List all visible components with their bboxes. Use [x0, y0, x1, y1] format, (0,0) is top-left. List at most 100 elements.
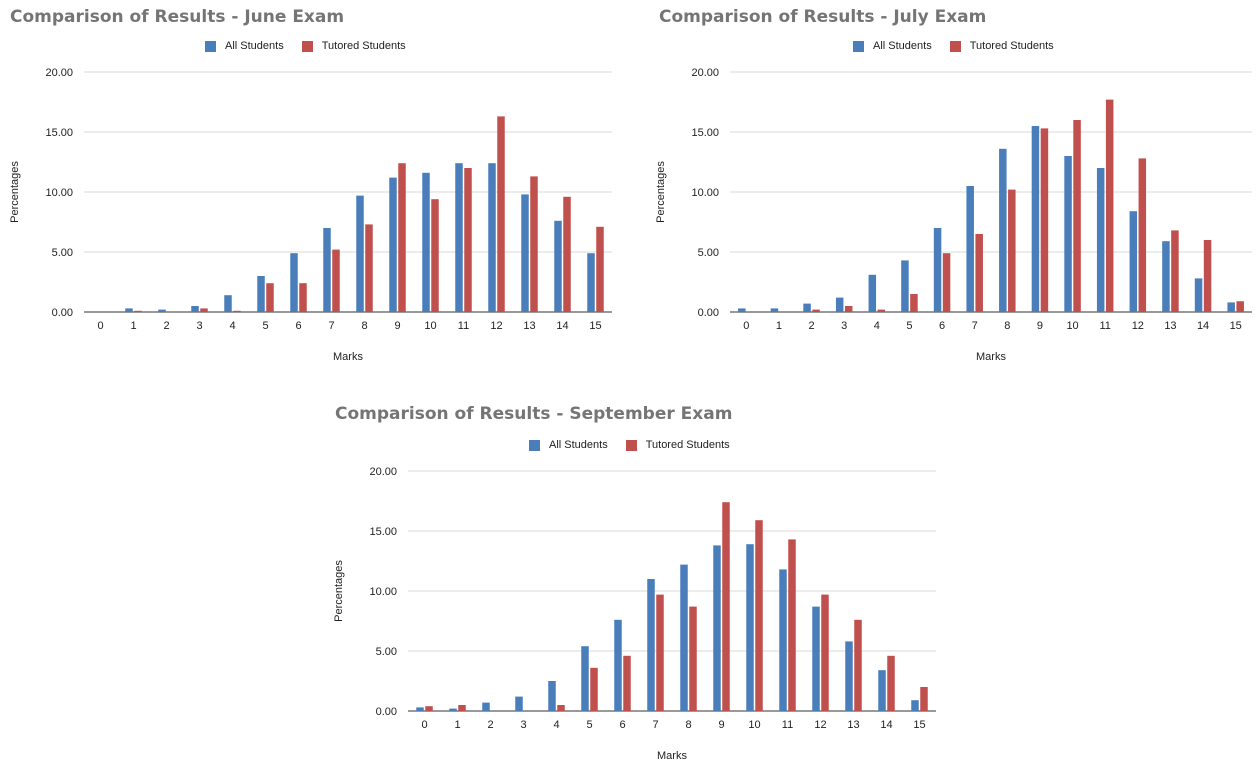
chart-title: Comparison of Results - September Exam: [335, 404, 733, 424]
bar-all-students: [323, 228, 331, 312]
bar-tutored-students: [1236, 301, 1244, 312]
x-tick-label: 7: [328, 320, 334, 332]
bar-tutored-students: [1073, 120, 1081, 312]
bar-all-students: [290, 253, 298, 312]
bar-tutored-students: [134, 310, 142, 312]
bar-all-students: [738, 308, 746, 312]
bar-tutored-students: [722, 502, 730, 711]
legend-swatch-all-students: [529, 439, 540, 451]
bar-tutored-students: [812, 309, 820, 312]
x-tick-label: 12: [490, 320, 502, 332]
bar-tutored-students: [464, 168, 472, 312]
chart-june: Comparison of Results - June Exam All St…: [0, 0, 630, 380]
bar-all-students: [966, 186, 974, 312]
bar-tutored-students: [200, 308, 208, 312]
x-tick-label: 9: [1037, 320, 1043, 332]
y-tick-label: 10.00: [45, 187, 73, 199]
y-tick-label: 0.00: [698, 307, 719, 319]
x-tick-label: 9: [718, 719, 724, 731]
x-tick-label: 3: [196, 320, 202, 332]
legend-label-tutored-students: Tutored Students: [321, 40, 406, 52]
legend-label-all-students: All Students: [873, 40, 932, 52]
x-tick-label: 10: [424, 320, 436, 332]
bar-tutored-students: [425, 706, 433, 711]
bar-all-students: [713, 545, 721, 711]
x-tick-label: 6: [295, 320, 301, 332]
bar-tutored-students: [910, 294, 918, 312]
bar-tutored-students: [1008, 189, 1016, 312]
x-tick-label: 1: [776, 320, 782, 332]
x-axis-title: Marks: [976, 351, 1006, 363]
x-tick-label: 12: [1132, 320, 1144, 332]
bar-all-students: [878, 670, 886, 711]
bar-tutored-students: [821, 594, 829, 711]
legend-label-tutored-students: Tutored Students: [969, 40, 1054, 52]
bar-tutored-students: [1040, 128, 1049, 312]
y-tick-label: 20.00: [369, 466, 397, 478]
bar-all-students: [770, 308, 779, 312]
x-tick-label: 8: [361, 320, 367, 332]
bar-tutored-students: [1203, 240, 1212, 312]
bar-tutored-students: [844, 306, 853, 312]
y-tick-label: 15.00: [45, 127, 73, 139]
bar-all-students: [125, 308, 133, 312]
x-tick-label: 6: [619, 719, 625, 731]
bar-all-students: [680, 564, 688, 711]
x-tick-label: 4: [874, 320, 880, 332]
bar-tutored-students: [497, 116, 505, 313]
chart-legend: All Students Tutored Students: [529, 439, 748, 451]
x-tick-label: 14: [1197, 320, 1209, 332]
legend-label-all-students: All Students: [225, 40, 284, 52]
x-tick-label: 15: [1230, 320, 1242, 332]
legend-label-tutored-students: Tutored Students: [645, 439, 730, 451]
bar-all-students: [933, 228, 942, 312]
legend-item-all-students: All Students: [853, 40, 932, 52]
bar-tutored-students: [530, 176, 538, 312]
bar-all-students: [158, 309, 166, 312]
bar-all-students: [647, 579, 655, 711]
y-tick-label: 15.00: [691, 127, 719, 139]
chart-legend: All Students Tutored Students: [205, 40, 424, 52]
x-tick-label: 14: [556, 320, 568, 332]
x-tick-label: 9: [394, 320, 400, 332]
bar-all-students: [416, 707, 424, 711]
bar-all-students: [191, 306, 199, 312]
bar-all-students: [803, 303, 811, 312]
legend-swatch-tutored-students: [949, 40, 961, 52]
bar-tutored-students: [1105, 99, 1114, 312]
y-tick-label: 5.00: [376, 646, 397, 658]
y-tick-label: 0.00: [376, 706, 397, 718]
y-axis-title: Percentages: [333, 560, 345, 622]
x-tick-label: 2: [809, 320, 815, 332]
bar-all-students: [868, 274, 877, 312]
x-tick-label: 5: [262, 320, 268, 332]
bar-tutored-students: [365, 224, 373, 312]
bar-tutored-students: [942, 253, 951, 312]
bar-all-students: [901, 260, 909, 312]
x-tick-label: 6: [939, 320, 945, 332]
bar-tutored-students: [431, 199, 439, 312]
bar-all-students: [911, 700, 919, 711]
bar-all-students: [455, 163, 463, 312]
bar-all-students: [812, 606, 820, 711]
x-tick-label: 13: [847, 719, 859, 731]
legend-item-tutored-students: Tutored Students: [625, 439, 730, 451]
y-axis-title: Percentages: [655, 161, 667, 223]
x-tick-label: 15: [589, 320, 601, 332]
x-tick-label: 11: [458, 320, 469, 332]
bar-all-students: [257, 276, 265, 312]
x-tick-label: 12: [814, 719, 826, 731]
y-tick-label: 10.00: [369, 586, 397, 598]
x-tick-label: 0: [743, 320, 749, 332]
y-tick-label: 15.00: [369, 526, 397, 538]
x-tick-label: 15: [913, 719, 925, 731]
x-tick-label: 1: [454, 719, 460, 731]
x-tick-label: 0: [421, 719, 427, 731]
bar-all-students: [614, 619, 622, 711]
bar-tutored-students: [887, 655, 895, 711]
y-tick-label: 5.00: [698, 247, 719, 259]
bar-all-students: [482, 702, 490, 711]
